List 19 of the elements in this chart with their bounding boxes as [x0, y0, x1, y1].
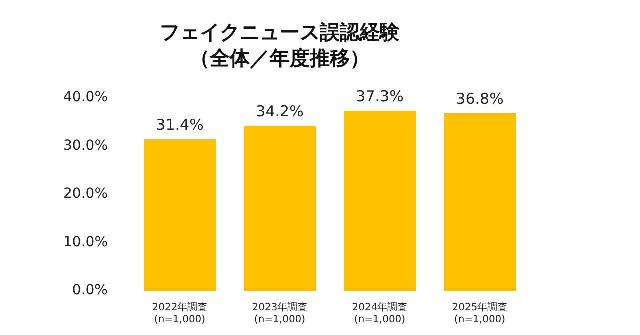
y-tick-label: 20.0% — [64, 186, 108, 202]
x-tick-label: 2023年調査 (n=1,000) — [252, 302, 308, 326]
bar — [344, 111, 416, 291]
bar — [244, 126, 316, 291]
data-label: 37.3% — [356, 87, 404, 106]
y-tick-label: 0.0% — [72, 282, 108, 299]
data-label: 31.4% — [156, 116, 204, 134]
x-tick-label: 2025年調査 (n=1,000) — [452, 302, 508, 326]
chart-title: フェイクニュース誤認経験 — [160, 20, 401, 44]
x-tick-label: 2022年調査 (n=1,000) — [152, 302, 208, 326]
chart-subtitle: （全体／年度推移） — [190, 46, 370, 70]
y-tick-label: 40.0% — [64, 90, 108, 106]
x-tick-label: 2024年調査 (n=1,000) — [352, 302, 408, 326]
data-label: 36.8% — [456, 90, 504, 108]
bar — [444, 113, 516, 291]
y-tick-label: 30.0% — [64, 138, 108, 154]
bar — [144, 139, 216, 291]
data-label: 34.2% — [256, 102, 304, 120]
y-tick-label: 10.0% — [64, 234, 108, 250]
